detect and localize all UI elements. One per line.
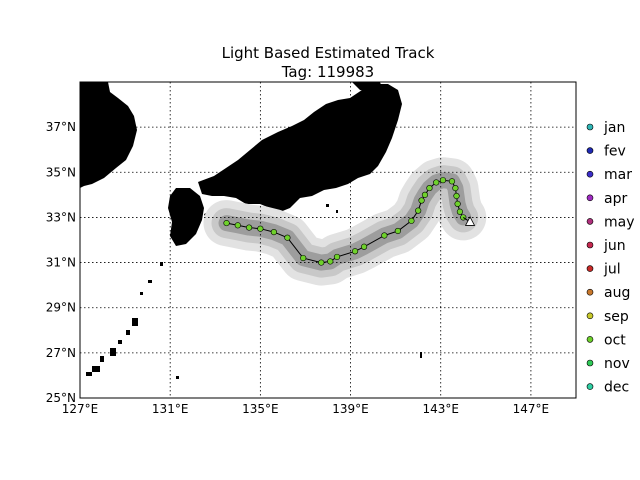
y-tick-label: 31°N — [46, 256, 76, 270]
track-point — [333, 253, 341, 261]
legend-marker-dec — [586, 383, 594, 390]
y-tick-label: 27°N — [46, 346, 76, 360]
x-tick-label: 147°E — [513, 402, 550, 416]
track-point — [452, 184, 459, 192]
track-point — [454, 200, 461, 207]
track-point — [381, 232, 388, 239]
month-legend: jan fev mar apr may jun jul aug sep oct nov dec — [586, 120, 635, 396]
x-tick-label: 139°E — [332, 402, 369, 416]
track-point — [351, 248, 359, 255]
x-tick-label: 143°E — [422, 402, 459, 416]
estimated-track — [223, 177, 476, 266]
map-subtitle: Tag: 119983 — [281, 63, 374, 81]
legend-marker-nov — [586, 359, 594, 367]
x-tick-label: 135°E — [242, 402, 279, 416]
track-point — [257, 225, 264, 232]
map-frame — [79, 81, 577, 399]
track-point — [408, 217, 415, 224]
track-point — [223, 219, 230, 227]
land-kyushu — [168, 188, 204, 246]
track-point — [234, 222, 241, 229]
track-point — [426, 184, 433, 192]
legend-marker-jan — [586, 123, 594, 131]
track-point — [394, 227, 401, 235]
longitude-ticks: 127°E 131°E 135°E 139°E 143°E 147°E — [62, 402, 549, 416]
y-tick-label: 35°N — [46, 165, 76, 179]
legend-marker-may — [586, 218, 594, 225]
track-point — [300, 254, 307, 262]
legend-label-apr: apr — [604, 191, 627, 207]
land-ryukyu-islands — [86, 204, 422, 379]
map-title: Light Based Estimated Track — [222, 44, 435, 62]
track-point — [448, 178, 456, 185]
legend-label-jul: jul — [603, 262, 621, 278]
track-point — [421, 191, 429, 198]
y-tick-label: 25°N — [46, 391, 76, 405]
legend-label-dec: dec — [604, 380, 629, 396]
track-point — [433, 179, 440, 186]
legend-label-oct: oct — [604, 332, 626, 348]
x-tick-label: 131°E — [152, 402, 189, 416]
legend-marker-mar — [586, 170, 594, 178]
track-point — [439, 177, 447, 184]
legend-label-may: may — [604, 214, 635, 230]
legend-label-jan: jan — [603, 120, 625, 136]
track-end-marker — [464, 216, 476, 226]
x-tick-label: 127°E — [62, 402, 99, 416]
track-point — [245, 224, 253, 231]
track-point — [270, 229, 277, 236]
legend-marker-jul — [586, 265, 594, 272]
legend-marker-fev — [586, 147, 594, 154]
land-honshu — [198, 84, 402, 212]
y-tick-label: 37°N — [46, 120, 76, 134]
track-point — [418, 197, 425, 204]
legend-label-nov: nov — [604, 356, 630, 372]
y-tick-label: 29°N — [46, 301, 76, 315]
legend-marker-sep — [586, 312, 594, 320]
legend-marker-jun — [586, 241, 594, 249]
track-point — [415, 207, 422, 214]
legend-label-fev: fev — [604, 144, 626, 160]
track-point — [327, 258, 334, 265]
latitude-ticks: 25°N 27°N 29°N 31°N 33°N 35°N 37°N — [46, 120, 76, 405]
legend-marker-apr — [586, 194, 594, 202]
track-point — [284, 234, 291, 241]
legend-marker-aug — [586, 288, 594, 296]
legend-label-aug: aug — [604, 285, 630, 301]
track-point — [318, 259, 325, 266]
legend-label-jun: jun — [603, 238, 626, 254]
legend-label-mar: mar — [604, 167, 632, 183]
legend-marker-oct — [586, 336, 594, 343]
y-tick-label: 33°N — [46, 210, 76, 224]
legend-label-sep: sep — [604, 309, 629, 325]
land-korea — [80, 82, 137, 188]
track-point — [360, 243, 368, 250]
track-point — [453, 192, 460, 200]
track-point — [456, 208, 463, 215]
